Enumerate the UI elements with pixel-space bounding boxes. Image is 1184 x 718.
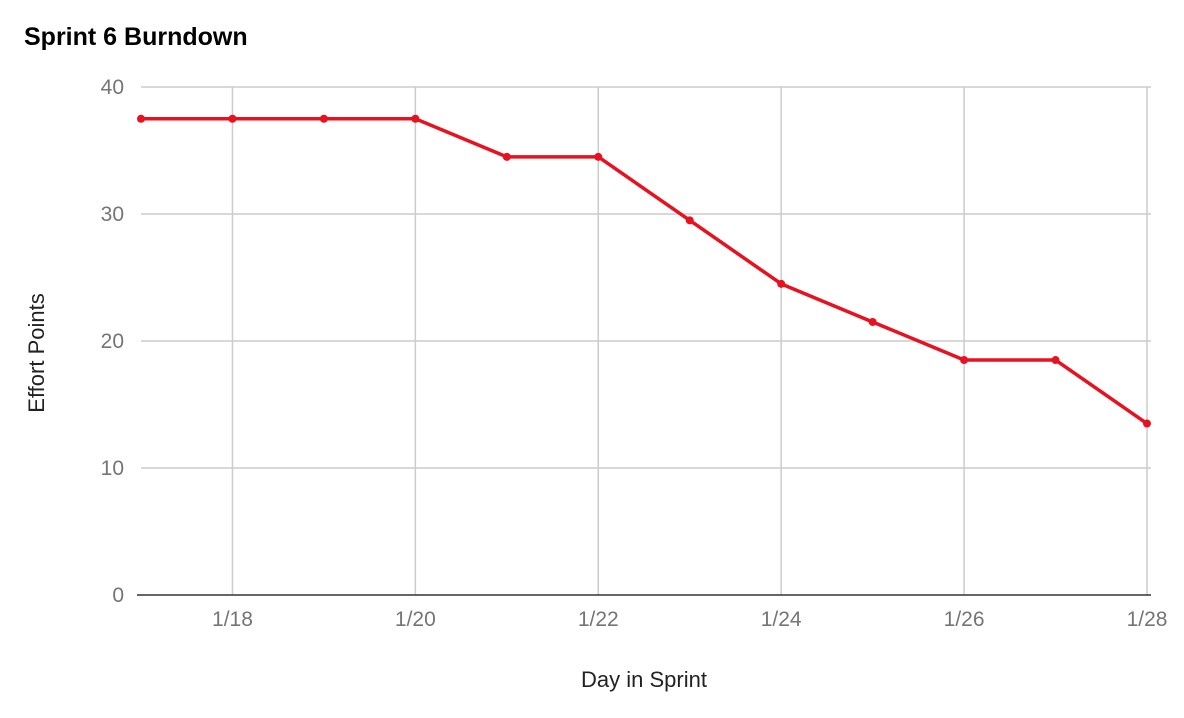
data-point <box>137 114 145 123</box>
data-point <box>960 356 969 365</box>
series-layer <box>137 114 1151 428</box>
data-point <box>319 114 328 123</box>
data-point <box>502 152 511 161</box>
x-tick-label: 1/24 <box>761 608 802 631</box>
x-tick-label: 1/28 <box>1127 608 1168 631</box>
x-tick-label: 1/20 <box>395 608 436 631</box>
y-tick-label: 10 <box>101 457 124 480</box>
gridlines <box>137 86 1151 596</box>
x-axis-ticks: 1/18 1/20 1/22 1/24 1/26 1/28 <box>212 608 1167 631</box>
y-axis-label: Effort Points <box>24 293 49 412</box>
y-tick-label: 0 <box>112 584 124 607</box>
data-point <box>868 317 877 326</box>
y-tick-label: 30 <box>101 203 124 226</box>
data-point <box>411 114 420 123</box>
x-axis-label: Day in Sprint <box>581 667 707 692</box>
y-tick-label: 20 <box>101 330 124 353</box>
data-point <box>228 114 237 123</box>
data-point <box>685 216 694 225</box>
chart-title: Sprint 6 Burndown <box>24 23 248 51</box>
data-point <box>777 279 786 288</box>
y-axis-ticks: 0 10 20 30 40 <box>101 76 124 607</box>
series-line <box>139 117 1149 426</box>
data-point <box>1143 419 1151 428</box>
data-point <box>594 152 603 161</box>
x-tick-label: 1/18 <box>212 608 253 631</box>
x-tick-label: 1/22 <box>578 608 619 631</box>
x-tick-label: 1/26 <box>944 608 985 631</box>
data-point <box>1051 356 1060 365</box>
y-tick-label: 40 <box>101 76 124 99</box>
